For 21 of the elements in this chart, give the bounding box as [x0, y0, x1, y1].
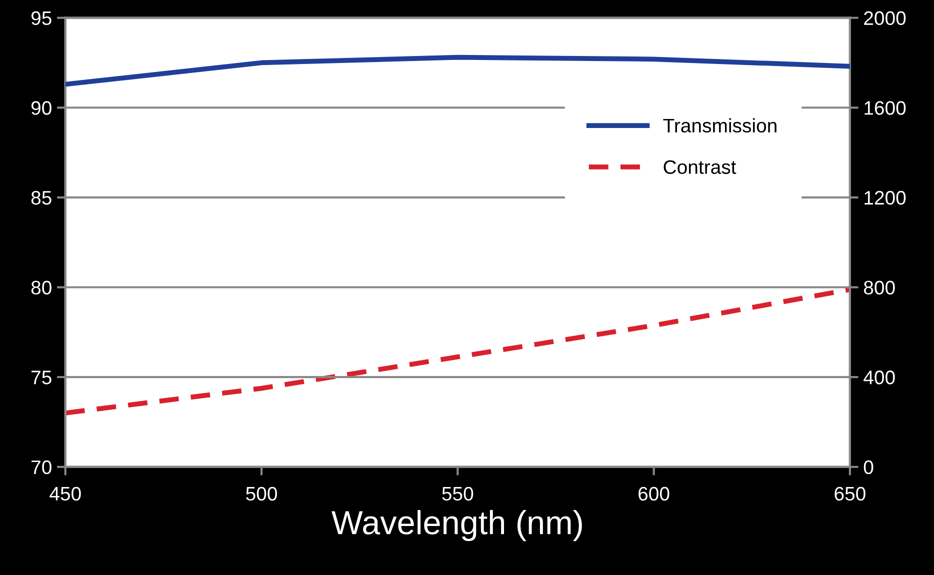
y-tick-label: 70: [32, 460, 52, 474]
legend-label: Transmission: [663, 118, 776, 133]
y2-tick-label: 0: [864, 460, 874, 474]
y2-tick-label: 2000: [864, 11, 906, 26]
y-tick-label: 85: [31, 190, 52, 205]
y-tick-label: 95: [31, 11, 52, 26]
x-tick-label: 650: [834, 486, 866, 501]
legend-label: Contrast: [664, 160, 736, 174]
y-tick-label: 75: [32, 370, 52, 384]
y-tick-label: 90: [31, 101, 52, 115]
x-tick-label: 550: [442, 486, 474, 501]
y2-tick-label: 1200: [864, 190, 906, 205]
y2-tick-label: 800: [864, 280, 895, 295]
x-tick-label: 450: [50, 486, 81, 501]
x-tick-label: 500: [246, 486, 277, 501]
line-series: [65, 54, 850, 87]
y-tick-label: 80: [31, 280, 52, 295]
x-axis-title: Wavelength (nm): [332, 510, 582, 542]
x-tick-label: 600: [638, 486, 670, 501]
y2-tick-label: 1600: [864, 101, 906, 115]
y2-tick-label: 400: [864, 370, 895, 384]
